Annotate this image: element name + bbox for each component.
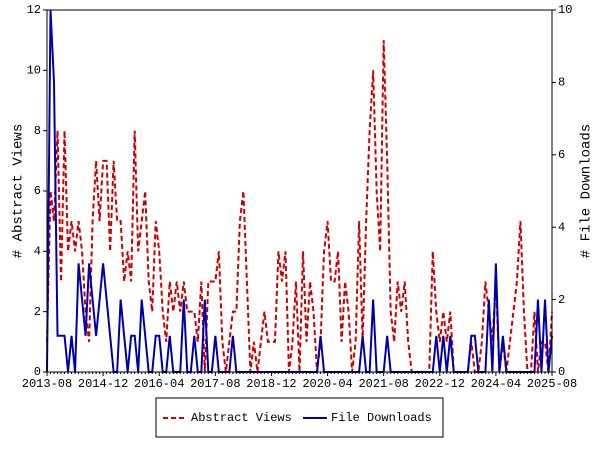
x-tick-label: 2025-08 (527, 377, 577, 391)
y-tick-label: 10 (27, 64, 41, 78)
y-tick-label: 6 (34, 184, 41, 198)
legend-label: File Downloads (331, 411, 432, 425)
y2-tick-label: 6 (558, 148, 565, 162)
y2-tick-label: 8 (558, 76, 565, 90)
y2-tick-label: 4 (558, 220, 565, 234)
y-tick-label: 4 (34, 245, 41, 259)
y-tick-label: 2 (34, 305, 41, 319)
legend-box (155, 397, 444, 438)
x-tick-label: 2014-12 (78, 377, 128, 391)
y2-tick-label: 0 (558, 365, 565, 379)
x-tick-label: 2020-04 (302, 377, 352, 391)
plot-frame (46, 9, 553, 373)
y-tick-label: 0 (34, 365, 41, 379)
y2-tick-label: 2 (558, 293, 565, 307)
x-tick-label: 2024-04 (471, 377, 521, 391)
data-line (46, 40, 553, 373)
x-tick-label: 2017-08 (190, 377, 240, 391)
legend-label: Abstract Views (191, 411, 292, 425)
y2-tick-label: 10 (558, 3, 572, 17)
x-tick-label: 2016-04 (134, 377, 184, 391)
x-tick-label: 2021-08 (358, 377, 408, 391)
y2-axis-title: # File Downloads (579, 124, 595, 258)
y-tick-label: 8 (34, 124, 41, 138)
x-tick-label: 2022-12 (415, 377, 465, 391)
x-tick-label: 2018-12 (246, 377, 296, 391)
x-tick-label: 2013-08 (22, 377, 72, 391)
y-axis-title: # Abstract Views (11, 124, 27, 258)
y-tick-label: 12 (27, 3, 41, 17)
